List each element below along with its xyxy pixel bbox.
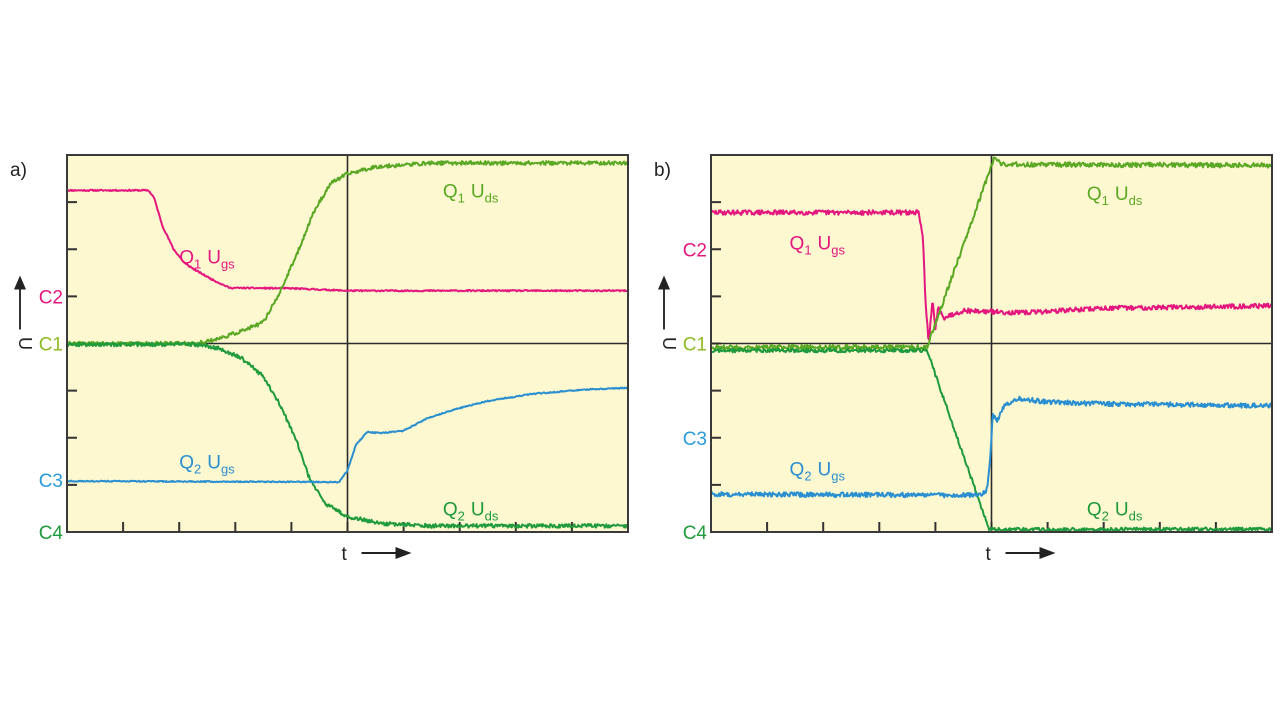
channel-marker-c4: C4	[39, 523, 64, 544]
y-axis-label: U	[15, 337, 35, 350]
x-axis-label: t	[342, 544, 348, 565]
series-line-q1-ugs	[710, 209, 1273, 341]
series-line-q2-uds	[66, 341, 629, 529]
series-label: Q1 Ugs	[179, 247, 235, 271]
channel-marker-c2: C2	[39, 287, 63, 308]
panel-b-label: b)	[654, 160, 671, 181]
channel-marker-c3: C3	[39, 471, 63, 492]
panel-b: Q1 Ugs Q1 Uds Q2 Uds Q2 Ugs C2 C1 C3 C4 Ut b)	[654, 154, 1273, 565]
series-label: Q1 Uds	[443, 181, 499, 205]
panel-a-label: a)	[10, 160, 27, 181]
channel-marker-c2: C2	[683, 240, 707, 261]
channel-marker-c4: C4	[683, 523, 708, 544]
series-label: Q2 Uds	[443, 500, 499, 524]
series-label: Q1 Uds	[1087, 184, 1143, 208]
series-line-q2-uds	[710, 347, 1273, 533]
x-axis-label: t	[986, 544, 992, 565]
plot-frame	[66, 154, 629, 533]
series-line-q2-ugs	[710, 395, 1273, 499]
y-axis-label: U	[659, 337, 679, 350]
series-label: Q2 Uds	[1087, 500, 1143, 524]
x-axis-arrow-head-icon	[395, 547, 412, 559]
x-axis-arrow-head-icon	[1039, 547, 1056, 559]
series-label: Q2 Ugs	[790, 459, 846, 483]
panel-a: Q1 Ugs Q1 Uds Q2 Uds Q2 Ugs C2 C1 C3 C4 Ut a)	[10, 154, 629, 565]
channel-marker-c1: C1	[39, 335, 63, 356]
series-line-q1-ugs	[66, 188, 629, 293]
series-label: Q2 Ugs	[179, 452, 235, 476]
plot-frame	[710, 154, 1273, 533]
channel-marker-c3: C3	[683, 429, 707, 450]
y-axis-arrow-head-icon	[14, 275, 26, 290]
series-label: Q1 Ugs	[790, 233, 846, 257]
y-axis-arrow-head-icon	[658, 275, 670, 290]
series-line-q2-ugs	[66, 386, 629, 484]
series-line-q1-uds	[710, 156, 1273, 351]
channel-marker-c1: C1	[683, 335, 707, 356]
